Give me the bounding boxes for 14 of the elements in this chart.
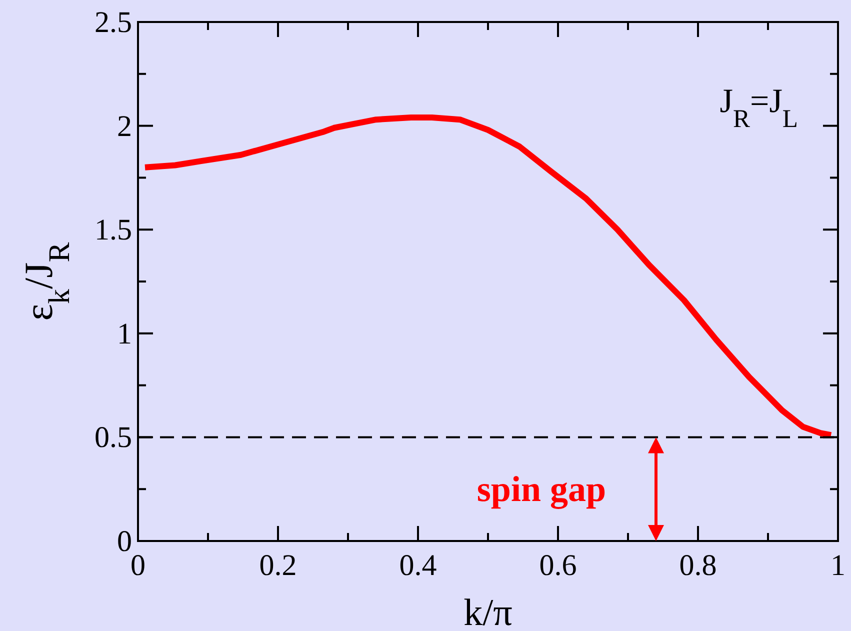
annotation: J$_{R}$=J$_{L}$ [720,83,798,132]
x-tick-label: 0.4 [399,549,437,582]
y-tick-label: 1 [117,317,132,350]
x-tick-label: 0.8 [679,549,717,582]
y-tick-label: 2 [117,110,132,143]
y-tick-label: 2.5 [94,6,132,39]
x-axis-title: k/π [464,592,512,631]
y-tick-label: 0 [117,525,132,558]
annotation: spin gap [476,469,606,510]
x-tick-label: 0.2 [259,549,297,582]
y-tick-label: 1.5 [94,214,132,247]
y-tick-label: 0.5 [94,421,132,454]
x-tick-label: 0.6 [539,549,577,582]
x-tick-label: 1 [830,549,846,582]
